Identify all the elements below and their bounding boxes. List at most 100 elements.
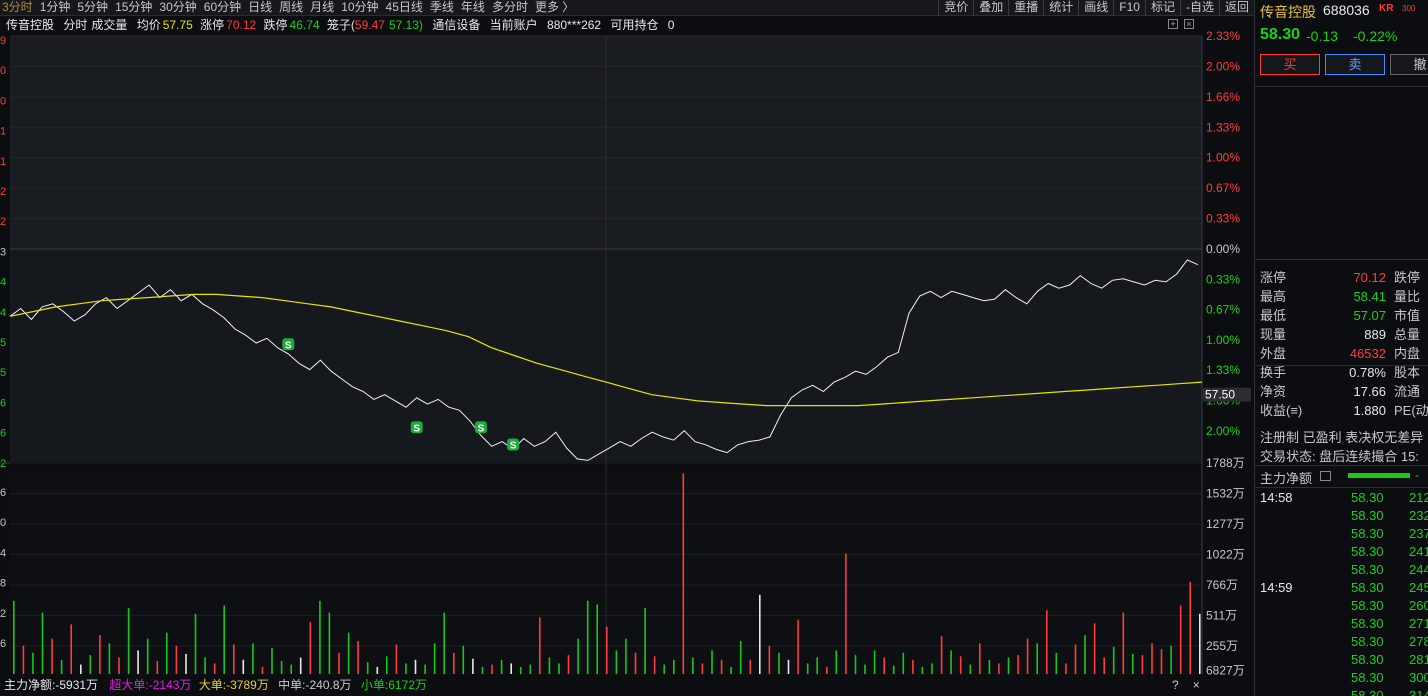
tool-button[interactable]: 画线	[1078, 0, 1113, 16]
volume-bar	[1179, 605, 1182, 674]
quote-row: 现量 889 总量	[1260, 326, 1428, 344]
sell-button[interactable]: 卖	[1325, 54, 1385, 75]
sell-signal-marker	[474, 421, 487, 434]
tool-button[interactable]: 标记	[1144, 0, 1180, 16]
quote-label: 量比	[1394, 289, 1421, 304]
volume-bar	[519, 666, 522, 674]
volume-bar	[845, 553, 847, 674]
period-tab[interactable]: 1分钟	[39, 0, 71, 14]
tick-time: 14:58	[1260, 490, 1293, 505]
volume-bar	[682, 473, 685, 674]
current-price-tag-label: 57.50	[1205, 388, 1235, 402]
period-tab[interactable]: 45日线	[385, 0, 423, 14]
pct-tick-label: 0.67%	[1206, 303, 1240, 317]
limit-up-value: 70.12	[226, 18, 257, 32]
period-tab[interactable]: 60分钟	[203, 0, 242, 14]
close-icon[interactable]: ×	[1184, 19, 1194, 29]
volume-bar	[558, 663, 560, 674]
tick-price: 58.30	[1351, 616, 1384, 631]
period-tab[interactable]: 多分时	[491, 0, 528, 14]
buy-button[interactable]: 买	[1260, 54, 1320, 75]
volume-bar	[673, 659, 675, 674]
pct-tick-label: 1.00%	[1206, 333, 1240, 347]
tick-row: 58.30 260	[1255, 597, 1428, 615]
intraday-chart[interactable]: 2.33% 2.00% 1.66% 1.33% 1.00% 0.67% 0.33% 0.00%…	[0, 0, 1254, 696]
period-tab[interactable]: 10分钟	[341, 0, 379, 14]
quote-row: 涨停 70.12 跌停	[1260, 269, 1428, 287]
tool-button[interactable]: F10	[1113, 0, 1145, 16]
add-icon[interactable]: +	[1168, 19, 1178, 29]
industry-label[interactable]: 通信设备	[432, 18, 481, 32]
volume-bar	[223, 605, 225, 674]
period-tab[interactable]: 更多 〉	[534, 0, 575, 14]
tool-button[interactable]: 统计	[1043, 0, 1078, 16]
volume-bar	[749, 659, 752, 674]
quote-label: PE(动	[1394, 403, 1428, 418]
quote-row: 净资 17.66 流通	[1260, 383, 1428, 401]
volume-bar	[653, 656, 656, 674]
close-icon[interactable]: ×	[1192, 678, 1200, 692]
volume-bar	[1065, 663, 1067, 674]
volume-bar	[1055, 652, 1058, 674]
order-book	[1255, 86, 1428, 260]
volume-label[interactable]: 成交量	[91, 18, 128, 32]
tick-vol: 237	[1409, 526, 1428, 541]
period-tab[interactable]: 日线	[248, 0, 273, 14]
menu-icon[interactable]	[1320, 471, 1331, 481]
period-tab[interactable]: 月线	[310, 0, 335, 14]
period-tab[interactable]: 30分钟	[159, 0, 197, 14]
volume-bar	[366, 662, 369, 674]
volume-bar	[70, 624, 72, 674]
period-tab[interactable]: 15分钟	[115, 0, 153, 14]
quote-row: 外盘 46532 内盘	[1260, 345, 1428, 363]
volume-bar	[873, 650, 876, 674]
help-icon[interactable]: ?	[1172, 678, 1179, 692]
kr-badge: KR	[1379, 3, 1394, 14]
volume-bar	[290, 664, 292, 674]
period-tab[interactable]: 年线	[460, 0, 485, 14]
pct-tick-label: 0.00%	[1206, 242, 1240, 256]
volume-bar	[711, 650, 713, 674]
volume-bar	[902, 652, 905, 674]
main-flow-label: 主力净额:	[4, 678, 56, 692]
volume-bar	[414, 659, 417, 674]
cage-high: 57.13)	[388, 18, 423, 32]
volume-bar	[32, 652, 34, 674]
volume-bar	[539, 617, 541, 674]
quote-label: 总量	[1394, 327, 1421, 342]
volume-bar	[156, 661, 159, 674]
period-tab[interactable]: 季线	[429, 0, 454, 14]
tick-vol: 281	[1409, 652, 1428, 667]
volume-bar	[22, 645, 25, 674]
main-flow-value: -5931万	[55, 678, 99, 692]
avg-label: 均价	[136, 18, 161, 32]
volume-tick-label: 766万	[1206, 578, 1238, 592]
period-tab[interactable]: 5分钟	[77, 0, 109, 14]
volume-bar	[615, 650, 618, 674]
tool-button[interactable]: 竞价	[938, 0, 973, 16]
period-tab[interactable]: 周线	[279, 0, 304, 14]
pct-tick-label: 1.33%	[1206, 363, 1240, 377]
volume-bar	[797, 619, 799, 674]
volume-bar	[185, 653, 187, 674]
limit-up-label: 涨停	[200, 18, 225, 32]
cancel-button[interactable]: 撤	[1390, 54, 1428, 75]
tool-button[interactable]: 叠加	[973, 0, 1008, 16]
quote-row: 最高 58.41 量比	[1260, 288, 1428, 306]
price-tick-label: 5	[0, 367, 6, 379]
super-order-value: -2143万	[148, 678, 192, 692]
tool-button[interactable]: 返回	[1218, 0, 1254, 16]
tool-button[interactable]: 重播	[1008, 0, 1043, 16]
quote-label: 外盘	[1260, 346, 1287, 361]
tool-button[interactable]: -自选	[1179, 0, 1219, 16]
volume-bar	[376, 666, 379, 674]
sell-signal-marker	[507, 438, 520, 451]
volume-bar	[108, 643, 111, 674]
sell-signal-label: S	[510, 441, 517, 452]
tick-price: 58.30	[1351, 688, 1384, 696]
volume-bar	[940, 636, 943, 674]
period-tab[interactable]: 3分时	[2, 0, 33, 14]
volume-bar	[89, 655, 92, 674]
mode-label[interactable]: 分时	[63, 18, 88, 32]
volume-bar	[1170, 645, 1172, 674]
